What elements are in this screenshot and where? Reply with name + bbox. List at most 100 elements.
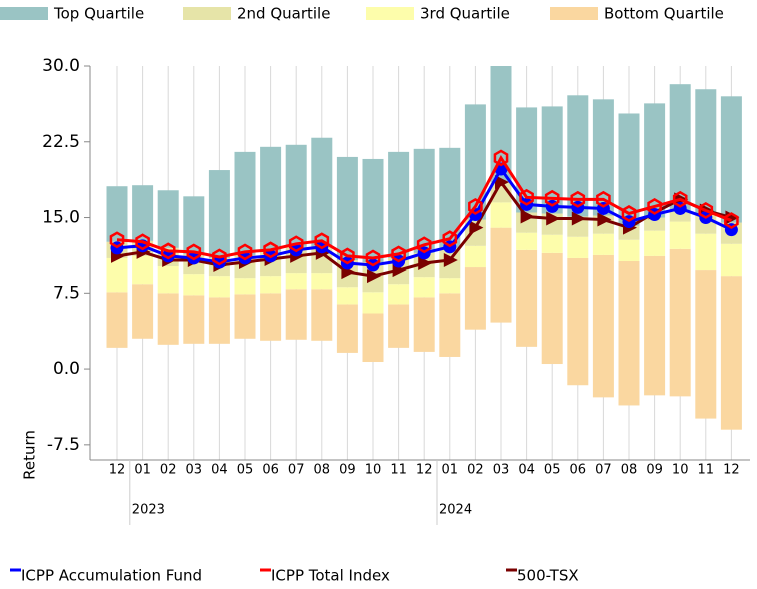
legend-label: Top Quartile (53, 5, 144, 23)
legend-swatch (550, 7, 598, 20)
x-tick-label: 05 (544, 463, 561, 478)
bar-segment (260, 276, 282, 294)
bar-segment (541, 106, 563, 214)
bar-segment (311, 289, 333, 341)
x-tick-label: 03 (493, 463, 510, 478)
bar-segment (618, 260, 640, 406)
bar-segment (183, 196, 205, 254)
bar-segment (567, 95, 589, 217)
marker (365, 249, 381, 267)
bar-segment (669, 84, 691, 211)
bar-segment (567, 257, 589, 386)
bar-segment (234, 278, 256, 295)
marker (160, 242, 176, 260)
bar-segment (362, 313, 384, 363)
marker (495, 175, 509, 190)
bar-segment (183, 295, 205, 344)
bar-segment (464, 267, 486, 330)
marker (135, 233, 150, 251)
bar-segment (695, 270, 717, 419)
bar-segment (618, 113, 640, 226)
y-tick-label: -7.5 (47, 435, 80, 455)
bar-segment (413, 297, 435, 352)
y-tick-label: 15.0 (42, 208, 80, 228)
bar-segment (567, 236, 589, 258)
marker (544, 189, 560, 207)
bar-segment (157, 293, 179, 345)
bars (106, 66, 742, 430)
y-tick-label: 0.0 (53, 359, 80, 379)
bar-segment (157, 266, 179, 294)
year-label: 2024 (439, 503, 472, 518)
bar-segment (464, 245, 486, 268)
x-tick-label: 03 (186, 463, 203, 478)
bar-segment (132, 185, 154, 241)
x-tick-label: 06 (262, 463, 279, 478)
bar-segment (388, 151, 410, 258)
y-tick-label: 7.5 (53, 283, 80, 303)
bar-segment (439, 278, 461, 294)
bar-segment (695, 89, 717, 215)
marker (621, 205, 637, 222)
bar-segment (106, 257, 128, 293)
axes: -7.5 0.0 7.5 15.0 22.5 30.0 12 01 02 03 04 05 06 07 08… (42, 56, 750, 525)
bar-segment (208, 276, 230, 298)
bar-segment (157, 190, 179, 248)
marker (546, 211, 561, 226)
bar-segment (311, 137, 333, 247)
bar-segment (464, 104, 486, 220)
y-tick-label: 22.5 (42, 132, 80, 152)
bar-segment (413, 148, 435, 253)
bar-segment (720, 96, 742, 223)
y-axis-label: Return (21, 430, 39, 480)
x-tick-label: 12 (109, 463, 126, 478)
bar-segment (720, 276, 742, 430)
marker (442, 230, 458, 248)
marker (367, 269, 381, 284)
x-tick-label: 08 (621, 463, 638, 478)
marker (571, 211, 586, 226)
year-label: 2023 (132, 503, 165, 518)
bar-segment (106, 292, 128, 348)
bar-segment (388, 284, 410, 305)
marker (109, 231, 125, 249)
bar-segment (132, 255, 154, 285)
bar-segment (669, 210, 691, 222)
y-tick-label: 30.0 (42, 56, 80, 76)
series-line (116, 154, 732, 260)
bar-segment (516, 107, 538, 213)
legend-label: 500-TSX (517, 567, 579, 585)
legend-swatch (0, 7, 48, 20)
bar-segment (490, 202, 512, 228)
x-tick-label: 04 (518, 463, 535, 478)
bar-segment (260, 146, 282, 252)
marker (493, 149, 509, 167)
marker (469, 220, 484, 235)
x-tick-label: 09 (339, 463, 356, 478)
bar-segment (208, 297, 230, 344)
bar-segment (413, 277, 435, 298)
x-tick-label: 12 (416, 463, 433, 478)
marker (698, 202, 714, 219)
bar-segment (490, 227, 512, 323)
marker (212, 248, 227, 266)
marker (672, 190, 688, 208)
bar-segment (336, 287, 358, 305)
marker (647, 197, 662, 215)
marker (597, 212, 612, 227)
x-tick-label: 07 (595, 463, 612, 478)
bar-segment (516, 232, 538, 250)
bar-segment (669, 248, 691, 397)
bar-segment (720, 243, 742, 277)
bar-segment (285, 289, 307, 340)
marker (724, 212, 739, 230)
bar-segment (285, 144, 307, 247)
x-tick-label: 05 (237, 463, 254, 478)
bar-segment (516, 249, 538, 347)
x-tick-label: 09 (646, 463, 663, 478)
bar-segment (336, 156, 358, 260)
x-tick-label: 11 (698, 463, 715, 478)
legend-swatch (366, 7, 414, 20)
bar-segment (311, 273, 333, 290)
